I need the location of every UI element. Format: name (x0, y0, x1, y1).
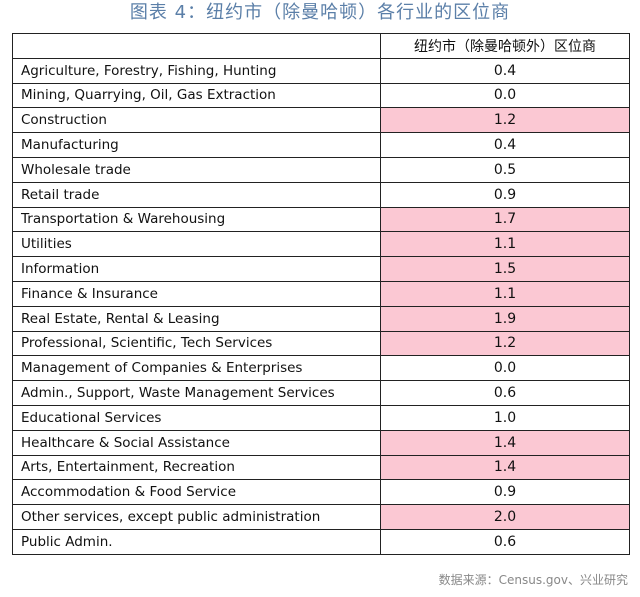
table-row: Admin., Support, Waste Management Servic… (12, 380, 630, 406)
industry-cell: Manufacturing (12, 132, 381, 158)
table-row: Healthcare & Social Assistance 1.4 (12, 429, 630, 456)
table-row: Construction 1.2 (12, 107, 630, 134)
industry-cell: Professional, Scientific, Tech Services (12, 330, 381, 357)
location-quotient-cell: 2.0 (380, 504, 630, 530)
table-row: Mining, Quarrying, Oil, Gas Extraction 0.… (12, 82, 630, 109)
table-row: Transportation & Warehousing 1.7 (12, 206, 630, 233)
industry-cell: Information (12, 256, 381, 282)
table-row: Utilities 1.1 (12, 231, 630, 258)
location-quotient-cell: 0.0 (380, 355, 630, 382)
industry-cell: Educational Services (12, 404, 381, 431)
table-row: Manufacturing 0.4 (12, 132, 630, 158)
location-quotient-cell: 0.4 (380, 132, 630, 158)
industry-cell: Wholesale trade (12, 156, 381, 183)
industry-cell: Management of Companies & Enterprises (12, 355, 381, 382)
industry-cell: Utilities (12, 231, 381, 258)
table-row: Other services, except public administra… (12, 504, 630, 530)
table-row: Public Admin. 0.6 (12, 528, 630, 555)
source-note: 数据来源：Census.gov、兴业研究 (438, 573, 628, 587)
table-row: Accommodation & Food Service 0.9 (12, 479, 630, 506)
industry-cell: Admin., Support, Waste Management Servic… (12, 380, 381, 406)
location-quotient-cell: 1.0 (380, 404, 630, 431)
figure-title: 图表 4：纽约市（除曼哈顿）各行业的区位商 (129, 2, 511, 23)
table-row: Agriculture, Forestry, Fishing, Hunting 0… (12, 57, 630, 84)
table-row: Information 1.5 (12, 256, 630, 282)
industry-cell: Other services, except public administra… (12, 504, 381, 530)
location-quotient-cell: 1.7 (380, 206, 630, 233)
location-quotient-cell: 0.6 (380, 528, 630, 555)
location-quotient-cell: 0.0 (380, 82, 630, 109)
location-quotient-cell: 1.4 (380, 454, 630, 481)
table-row: Retail trade 0.9 (12, 181, 630, 208)
industry-cell: Finance & Insurance (12, 280, 381, 307)
header-industry (12, 33, 381, 59)
table-row: Management of Companies & Enterprises 0.0 (12, 355, 630, 382)
industry-cell: Healthcare & Social Assistance (12, 429, 381, 456)
location-quotient-cell: 0.6 (380, 380, 630, 406)
location-quotient-cell: 1.2 (380, 107, 630, 134)
table-header-row: 纽约市（除曼哈顿外）区位商 (12, 33, 630, 59)
location-quotient-table: 纽约市（除曼哈顿外）区位商 Agriculture, Forestry, Fis… (12, 33, 630, 555)
industry-cell: Mining, Quarrying, Oil, Gas Extraction (12, 82, 381, 109)
location-quotient-cell: 1.1 (380, 280, 630, 307)
industry-cell: Accommodation & Food Service (12, 479, 381, 506)
table-row: Arts, Entertainment, Recreation 1.4 (12, 454, 630, 481)
table-body: Agriculture, Forestry, Fishing, Hunting 0… (12, 57, 630, 555)
industry-cell: Retail trade (12, 181, 381, 208)
location-quotient-cell: 1.9 (380, 305, 630, 332)
location-quotient-cell: 0.5 (380, 156, 630, 183)
industry-cell: Transportation & Warehousing (12, 206, 381, 233)
table-row: Educational Services 1.0 (12, 404, 630, 431)
location-quotient-cell: 0.9 (380, 181, 630, 208)
header-location-quotient: 纽约市（除曼哈顿外）区位商 (380, 33, 630, 59)
table-row: Finance & Insurance 1.1 (12, 280, 630, 307)
industry-cell: Arts, Entertainment, Recreation (12, 454, 381, 481)
location-quotient-cell: 0.4 (380, 57, 630, 84)
industry-cell: Construction (12, 107, 381, 134)
location-quotient-cell: 1.4 (380, 429, 630, 456)
location-quotient-cell: 1.2 (380, 330, 630, 357)
location-quotient-cell: 1.1 (380, 231, 630, 258)
table-row: Wholesale trade 0.5 (12, 156, 630, 183)
industry-cell: Public Admin. (12, 528, 381, 555)
location-quotient-cell: 1.5 (380, 256, 630, 282)
table-row: Professional, Scientific, Tech Services 1… (12, 330, 630, 357)
table-row: Real Estate, Rental & Leasing 1.9 (12, 305, 630, 332)
industry-cell: Agriculture, Forestry, Fishing, Hunting (12, 57, 381, 84)
location-quotient-cell: 0.9 (380, 479, 630, 506)
industry-cell: Real Estate, Rental & Leasing (12, 305, 381, 332)
